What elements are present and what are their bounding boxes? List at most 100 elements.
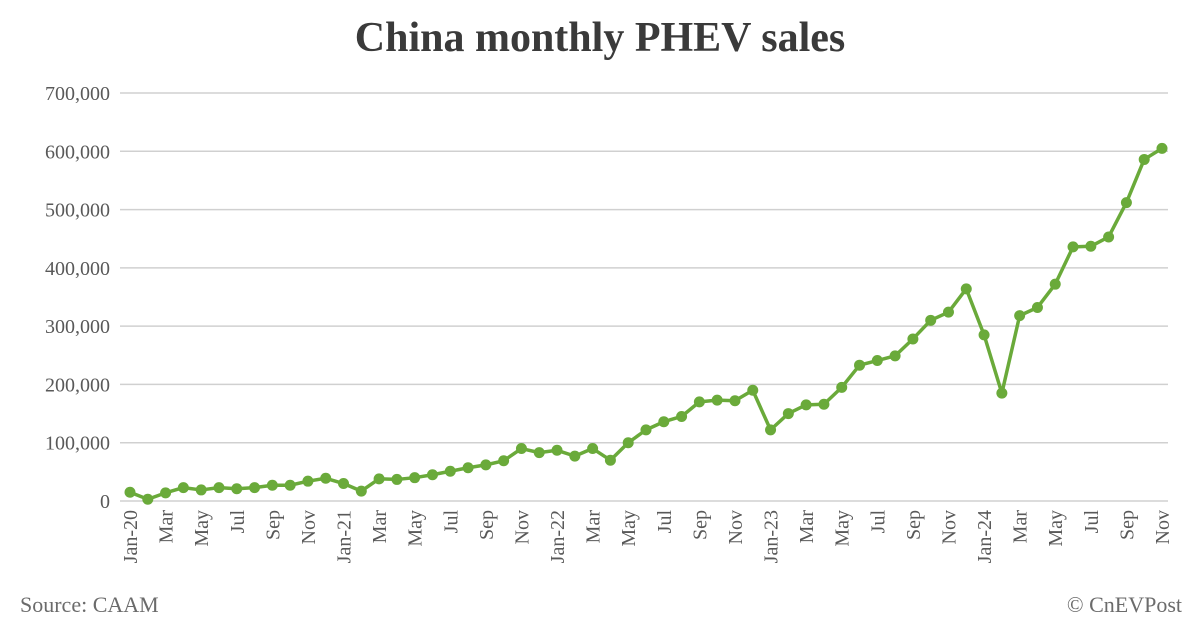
data-point bbox=[160, 487, 172, 499]
data-point bbox=[800, 399, 812, 411]
x-tick-label: Jan-20 bbox=[120, 510, 142, 563]
x-tick-label: Jul bbox=[654, 510, 676, 534]
data-point bbox=[1156, 142, 1168, 154]
data-point bbox=[302, 475, 314, 487]
data-point bbox=[818, 398, 830, 410]
data-point bbox=[231, 483, 243, 495]
data-point bbox=[1085, 240, 1097, 252]
data-point bbox=[1031, 301, 1043, 313]
data-point bbox=[1067, 241, 1079, 253]
data-point bbox=[177, 482, 189, 494]
data-point bbox=[355, 485, 367, 497]
data-point bbox=[640, 424, 652, 436]
data-point bbox=[1014, 310, 1026, 322]
series-line bbox=[129, 146, 1163, 502]
x-tick-label: Jan-22 bbox=[547, 510, 569, 563]
x-tick-label: Nov bbox=[1152, 510, 1174, 544]
data-point bbox=[284, 479, 296, 491]
data-point bbox=[925, 314, 937, 326]
x-tick-label: Nov bbox=[298, 510, 320, 544]
data-point bbox=[533, 447, 545, 459]
x-tick-label: Jan-24 bbox=[974, 510, 996, 563]
data-point bbox=[1120, 197, 1132, 209]
data-point bbox=[266, 479, 278, 491]
data-point bbox=[444, 465, 456, 477]
y-tick-label: 300,000 bbox=[45, 316, 110, 338]
data-point bbox=[676, 410, 688, 422]
x-tick-label: May bbox=[618, 510, 640, 547]
x-tick-label: Mar bbox=[583, 510, 605, 544]
x-tick-label: Jan-23 bbox=[761, 510, 783, 563]
data-point bbox=[604, 454, 616, 466]
x-tick-label: Sep bbox=[262, 510, 284, 540]
data-point bbox=[195, 484, 207, 496]
x-tick-label: Sep bbox=[903, 510, 925, 540]
x-tick-label: May bbox=[191, 510, 213, 547]
data-point bbox=[871, 355, 883, 367]
data-point bbox=[747, 384, 759, 396]
data-point bbox=[142, 493, 154, 505]
y-tick-label: 100,000 bbox=[45, 433, 110, 455]
data-point bbox=[1049, 278, 1061, 290]
data-point bbox=[480, 459, 492, 471]
x-tick-label: Jul bbox=[227, 510, 249, 534]
data-point bbox=[836, 381, 848, 393]
data-point bbox=[996, 387, 1008, 399]
data-point bbox=[782, 408, 794, 420]
y-tick-label: 400,000 bbox=[45, 258, 110, 280]
x-tick-label: May bbox=[1045, 510, 1067, 547]
x-tick-label: May bbox=[832, 510, 854, 547]
data-point bbox=[320, 472, 332, 484]
x-tick-label: Sep bbox=[1116, 510, 1138, 540]
data-point bbox=[124, 486, 136, 498]
data-point bbox=[693, 396, 705, 408]
data-point bbox=[462, 462, 474, 474]
data-point bbox=[889, 350, 901, 362]
data-point bbox=[551, 444, 563, 456]
data-point bbox=[338, 478, 350, 490]
data-point bbox=[587, 443, 599, 455]
chart-title: China monthly PHEV sales bbox=[354, 15, 846, 61]
x-tick-label: Jul bbox=[1081, 510, 1103, 534]
data-point bbox=[1103, 231, 1115, 243]
y-tick-label: 700,000 bbox=[45, 83, 110, 105]
data-point bbox=[1138, 153, 1150, 165]
data-point bbox=[498, 455, 510, 467]
x-tick-label: Mar bbox=[796, 510, 818, 544]
y-tick-label: 600,000 bbox=[45, 141, 110, 163]
data-point bbox=[978, 329, 990, 341]
data-point bbox=[569, 450, 581, 462]
x-tick-label: Sep bbox=[476, 510, 498, 540]
data-point bbox=[213, 482, 225, 494]
y-tick-label: 500,000 bbox=[45, 200, 110, 222]
x-tick-label: May bbox=[405, 510, 427, 547]
x-tick-label: Mar bbox=[369, 510, 391, 544]
data-point bbox=[391, 473, 403, 485]
x-tick-label: Jan-21 bbox=[334, 510, 356, 563]
x-tick-label: Mar bbox=[1010, 510, 1032, 544]
y-tick-label: 200,000 bbox=[45, 374, 110, 396]
x-tick-label: Sep bbox=[689, 510, 711, 540]
data-point bbox=[373, 473, 385, 485]
data-point bbox=[765, 424, 777, 436]
data-point bbox=[729, 395, 741, 407]
data-point bbox=[711, 394, 723, 406]
data-point bbox=[942, 306, 954, 318]
data-point bbox=[409, 472, 421, 484]
data-point bbox=[515, 443, 527, 455]
x-tick-label: Nov bbox=[938, 510, 960, 544]
y-tick-label: 0 bbox=[100, 491, 110, 513]
x-tick-label: Jul bbox=[440, 510, 462, 534]
data-point bbox=[249, 482, 261, 494]
x-tick-label: Nov bbox=[511, 510, 533, 544]
source-note: Source: CAAM bbox=[20, 592, 159, 617]
x-tick-label: Nov bbox=[725, 510, 747, 544]
data-point bbox=[426, 469, 438, 481]
x-tick-label: Mar bbox=[156, 510, 178, 544]
data-point bbox=[622, 437, 634, 449]
x-tick-label: Jul bbox=[867, 510, 889, 534]
data-point bbox=[658, 416, 670, 428]
data-point bbox=[907, 333, 919, 345]
data-point bbox=[960, 283, 972, 295]
